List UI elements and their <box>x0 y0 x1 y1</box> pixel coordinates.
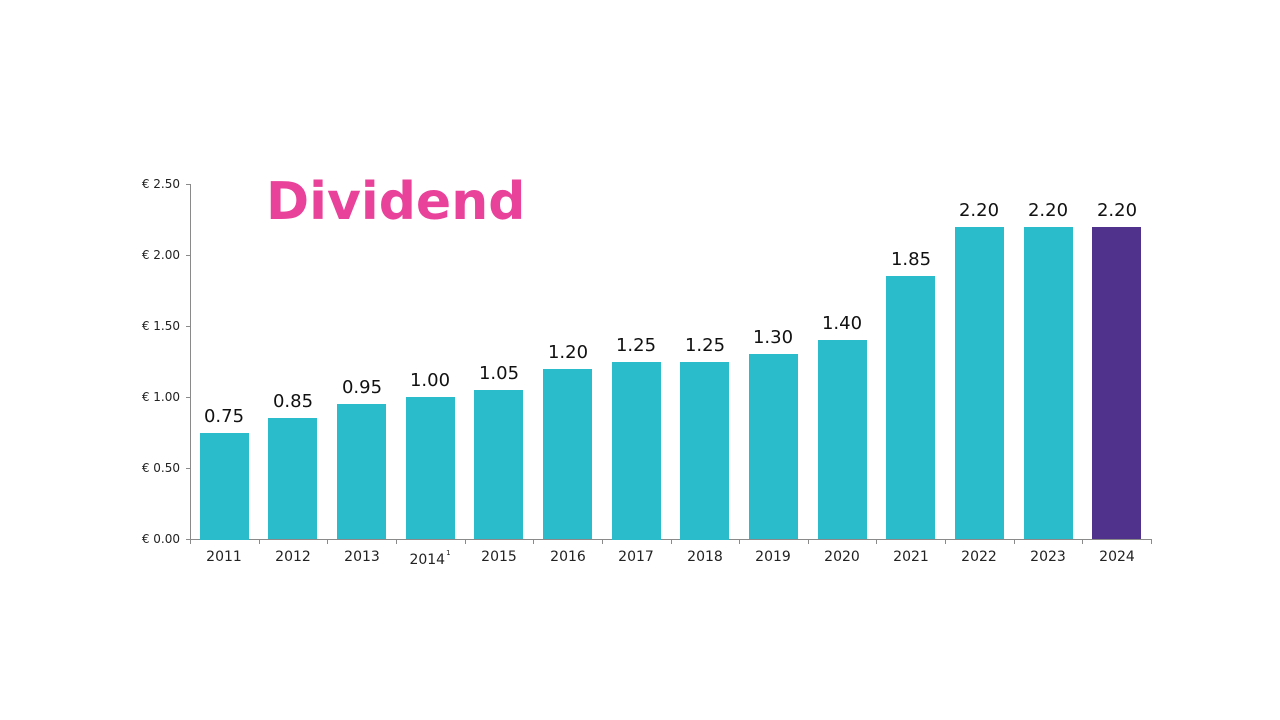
category-label: 2020 <box>824 549 860 565</box>
bar-2012 <box>268 418 317 539</box>
value-label: 1.00 <box>409 370 451 391</box>
bar-2024 <box>1092 227 1141 539</box>
category-label: 2014 <box>409 552 446 568</box>
value-label: 1.30 <box>752 327 794 348</box>
value-label: 1.25 <box>684 335 726 356</box>
x-tick <box>1151 539 1152 544</box>
x-tick <box>1082 539 1083 544</box>
category-label: 2018 <box>687 549 723 565</box>
x-tick-label: 2012 <box>259 549 327 565</box>
y-tick <box>186 255 191 256</box>
x-tick <box>465 539 466 544</box>
x-tick-label: 2016 <box>534 549 602 565</box>
category-label: 2012 <box>275 549 311 565</box>
x-tick <box>533 539 534 544</box>
value-label: 1.85 <box>890 249 932 270</box>
x-tick <box>876 539 877 544</box>
bar-2015 <box>474 390 523 539</box>
category-label: 2017 <box>618 549 654 565</box>
y-tick <box>186 468 191 469</box>
y-tick <box>186 184 191 185</box>
footnote-marker: 1 <box>446 549 451 557</box>
value-label: 2.20 <box>1096 200 1138 221</box>
bar-2018 <box>680 362 729 540</box>
bar-2016 <box>543 369 592 539</box>
y-tick-label: € 0.50 <box>141 461 180 475</box>
x-tick-label: 2020 <box>808 549 876 565</box>
chart-title: Dividend <box>266 172 526 232</box>
category-label: 2022 <box>961 549 997 565</box>
x-tick-label: 2024 <box>1083 549 1151 565</box>
bar-2017 <box>612 362 661 540</box>
x-tick <box>602 539 603 544</box>
x-tick-label: 2019 <box>739 549 807 565</box>
x-tick <box>327 539 328 544</box>
x-tick-label: 2018 <box>671 549 739 565</box>
x-tick-label: 2023 <box>1014 549 1082 565</box>
value-label: 1.05 <box>478 363 520 384</box>
x-tick-label: 2021 <box>877 549 945 565</box>
x-tick <box>808 539 809 544</box>
category-label: 2019 <box>755 549 791 565</box>
bar-2021 <box>886 276 935 539</box>
x-tick-label: 2017 <box>602 549 670 565</box>
x-tick <box>671 539 672 544</box>
value-label: 0.95 <box>341 377 383 398</box>
bar-2022 <box>955 227 1004 539</box>
bar-2011 <box>200 433 249 540</box>
x-tick-label: 20141 <box>396 549 464 568</box>
x-tick <box>259 539 260 544</box>
bar-2020 <box>818 340 867 539</box>
value-label: 0.85 <box>272 391 314 412</box>
bar-2014 <box>406 397 455 539</box>
x-tick-label: 2013 <box>328 549 396 565</box>
y-tick-label: € 2.50 <box>141 177 180 191</box>
y-tick-label: € 1.00 <box>141 390 180 404</box>
value-label: 2.20 <box>1027 200 1069 221</box>
x-tick-label: 2011 <box>190 549 258 565</box>
x-tick-label: 2022 <box>945 549 1013 565</box>
value-label: 1.40 <box>821 313 863 334</box>
bar-2023 <box>1024 227 1073 539</box>
category-label: 2023 <box>1030 549 1066 565</box>
x-tick <box>1014 539 1015 544</box>
value-label: 1.20 <box>547 342 589 363</box>
y-tick-label: € 2.00 <box>141 248 180 262</box>
bar-2019 <box>749 354 798 539</box>
y-tick <box>186 539 191 540</box>
value-label: 1.25 <box>615 335 657 356</box>
category-label: 2013 <box>344 549 380 565</box>
category-label: 2024 <box>1099 549 1135 565</box>
x-tick <box>945 539 946 544</box>
x-tick <box>739 539 740 544</box>
category-label: 2021 <box>893 549 929 565</box>
y-tick-label: € 0.00 <box>141 532 180 546</box>
category-label: 2016 <box>550 549 586 565</box>
bar-2013 <box>337 404 386 539</box>
y-tick-label: € 1.50 <box>141 319 180 333</box>
y-tick <box>186 326 191 327</box>
category-label: 2011 <box>206 549 242 565</box>
y-axis <box>190 184 191 540</box>
x-tick <box>396 539 397 544</box>
value-label: 0.75 <box>203 406 245 427</box>
x-tick-label: 2015 <box>465 549 533 565</box>
value-label: 2.20 <box>958 200 1000 221</box>
x-tick <box>190 539 191 544</box>
y-tick <box>186 397 191 398</box>
category-label: 2015 <box>481 549 517 565</box>
